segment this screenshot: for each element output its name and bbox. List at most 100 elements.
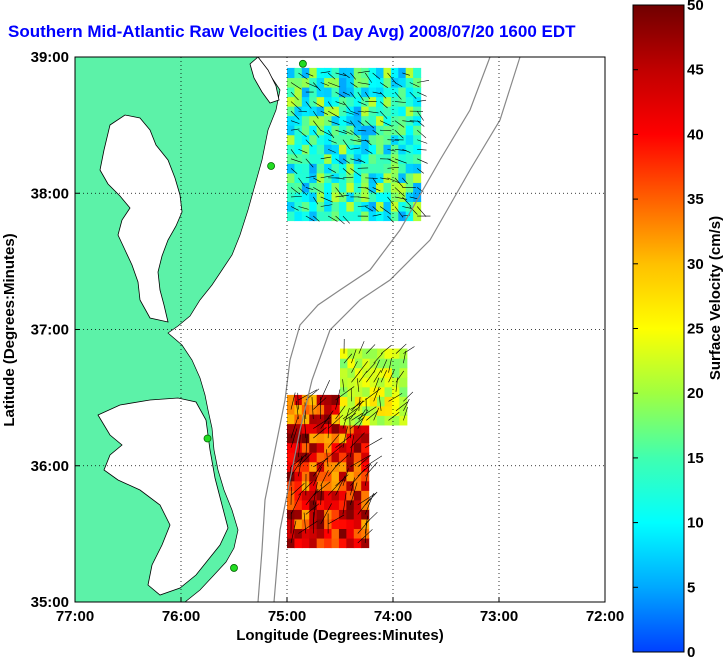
velocity-arrow bbox=[335, 215, 345, 225]
velocity-cell bbox=[383, 191, 392, 203]
velocity-cell bbox=[331, 67, 340, 79]
velocity-arrow bbox=[313, 196, 319, 205]
velocity-arrow bbox=[357, 205, 369, 207]
velocity-cell bbox=[399, 386, 408, 397]
velocity-cell bbox=[316, 115, 325, 126]
grid-lines bbox=[75, 57, 605, 602]
velocity-cell bbox=[405, 125, 414, 136]
velocity-arrow bbox=[366, 410, 379, 421]
velocity-arrow bbox=[335, 187, 344, 198]
velocity-cell bbox=[398, 86, 407, 98]
velocity-cell bbox=[353, 518, 362, 530]
velocity-arrow bbox=[335, 454, 349, 467]
velocity-arrow bbox=[350, 400, 364, 420]
velocity-cell bbox=[331, 77, 340, 88]
velocity-cell bbox=[376, 96, 385, 107]
velocity-cell bbox=[324, 144, 333, 155]
velocity-arrow bbox=[350, 168, 362, 177]
velocity-cell bbox=[346, 518, 355, 530]
velocity-cell bbox=[353, 442, 362, 453]
velocity-cell bbox=[383, 134, 392, 145]
velocity-arrow bbox=[320, 156, 331, 160]
velocity-cell bbox=[301, 518, 310, 530]
velocity-arrow bbox=[357, 158, 366, 164]
velocity-cell bbox=[353, 67, 362, 79]
velocity-cell bbox=[324, 182, 333, 193]
velocity-cell bbox=[346, 182, 355, 193]
velocity-arrow bbox=[394, 91, 402, 100]
velocity-arrow bbox=[320, 503, 332, 525]
velocity-cell bbox=[331, 452, 340, 463]
velocity-arrow bbox=[373, 377, 380, 392]
velocity-cell bbox=[294, 77, 303, 88]
velocity-cell bbox=[368, 144, 377, 155]
velocity-cell bbox=[384, 386, 393, 397]
velocity-arrow bbox=[350, 147, 361, 150]
velocity-cell bbox=[294, 480, 303, 491]
velocity-arrow bbox=[320, 71, 331, 74]
velocity-cell bbox=[369, 348, 378, 359]
velocity-arrow bbox=[320, 485, 322, 505]
velocity-arrow bbox=[290, 483, 305, 496]
velocity-cell bbox=[316, 423, 325, 434]
velocity-cell bbox=[331, 182, 340, 193]
colorbar-tick-label: 5 bbox=[687, 579, 695, 596]
velocity-arrow bbox=[298, 206, 309, 210]
velocity-arrow bbox=[372, 187, 381, 192]
velocity-cell bbox=[384, 405, 393, 416]
velocity-cell bbox=[294, 471, 303, 482]
velocity-arrow bbox=[290, 82, 302, 90]
velocity-arrow bbox=[313, 187, 324, 194]
x-tick-label: 76:00 bbox=[162, 608, 200, 625]
velocity-cell bbox=[391, 367, 400, 378]
velocity-cell bbox=[301, 210, 310, 222]
velocity-cell bbox=[301, 404, 310, 415]
velocity-cell bbox=[338, 499, 347, 510]
velocity-cell bbox=[368, 115, 377, 126]
velocity-cell bbox=[316, 210, 325, 222]
velocity-cell bbox=[309, 134, 318, 145]
velocity-arrow bbox=[372, 213, 382, 217]
velocity-arrow bbox=[350, 455, 371, 467]
velocity-arrow bbox=[290, 416, 299, 439]
velocity-cell bbox=[294, 423, 303, 434]
velocity-cell bbox=[369, 405, 378, 416]
velocity-arrow bbox=[373, 353, 383, 364]
velocity-cell bbox=[309, 442, 318, 453]
velocity-cell bbox=[338, 452, 347, 463]
velocity-cell bbox=[376, 67, 385, 79]
colorbar bbox=[632, 4, 685, 653]
velocity-arrow bbox=[335, 72, 347, 77]
velocity-arrow bbox=[313, 177, 321, 183]
velocity-arrow bbox=[373, 386, 380, 402]
velocity-cell bbox=[316, 86, 325, 98]
velocity-arrow bbox=[364, 91, 371, 100]
velocity-arrow bbox=[298, 455, 303, 477]
velocity-cell bbox=[353, 210, 362, 222]
x-tick-label: 72:00 bbox=[586, 608, 624, 625]
velocity-cell bbox=[301, 125, 310, 136]
y-tick-label: 37:00 bbox=[31, 322, 69, 339]
velocity-arrow bbox=[298, 148, 308, 154]
velocity-cell bbox=[377, 348, 386, 359]
velocity-arrow bbox=[364, 515, 368, 534]
velocity-arrow bbox=[416, 110, 424, 121]
velocity-cell bbox=[398, 77, 407, 88]
velocity-arrow bbox=[372, 177, 378, 185]
colorbar-tick-label: 20 bbox=[687, 385, 704, 402]
velocity-arrow bbox=[290, 91, 299, 101]
velocity-arrow bbox=[388, 412, 400, 421]
velocity-arrow bbox=[387, 215, 394, 223]
velocity-arrow bbox=[313, 457, 327, 477]
velocity-arrow bbox=[335, 91, 346, 98]
velocity-arrow bbox=[335, 435, 352, 448]
velocity-cell bbox=[353, 509, 362, 520]
velocity-arrow bbox=[342, 379, 345, 392]
velocity-cell bbox=[309, 394, 318, 406]
velocity-arrow bbox=[327, 514, 345, 525]
y-tick-label: 39:00 bbox=[31, 49, 69, 66]
velocity-arrow bbox=[366, 362, 376, 373]
velocity-arrow bbox=[305, 187, 314, 190]
velocity-arrow bbox=[343, 413, 357, 421]
